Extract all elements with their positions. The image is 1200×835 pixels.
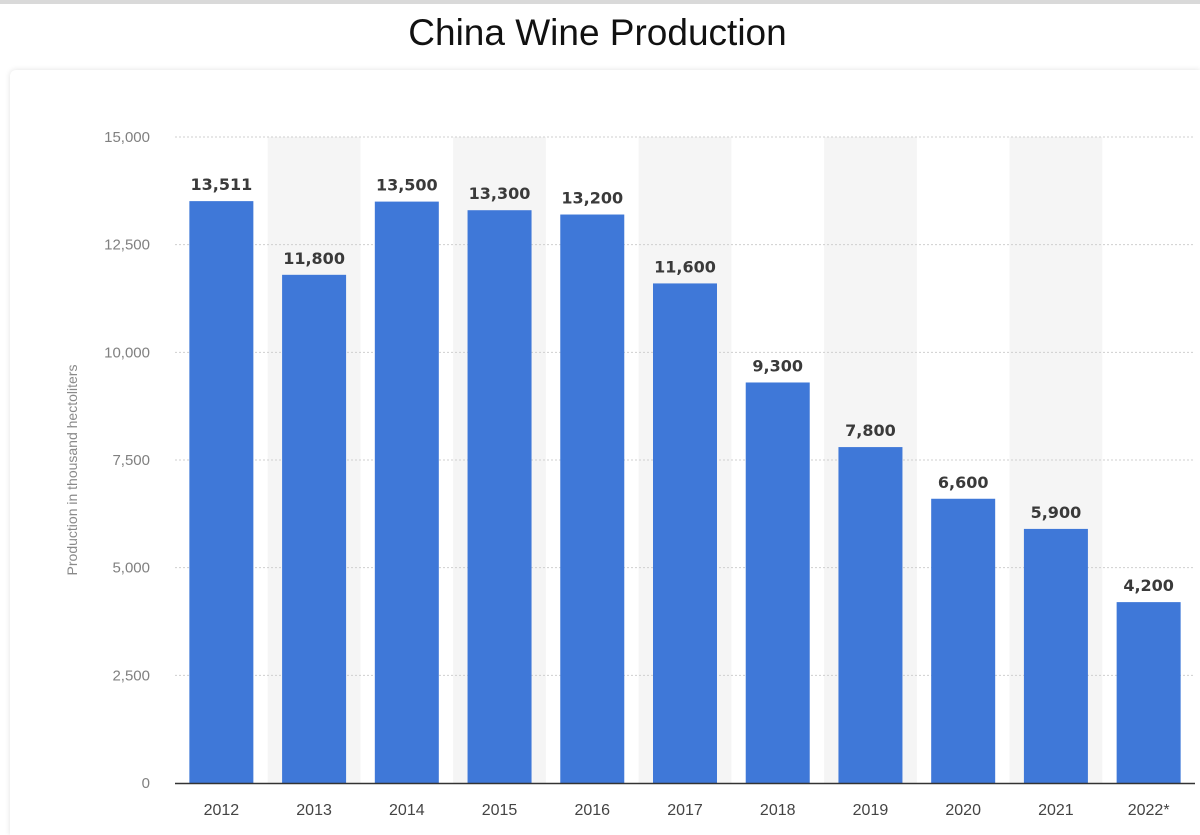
- bar-2014: [374, 201, 439, 784]
- bars: [189, 201, 1181, 784]
- x-tick-label: 2022*: [1128, 802, 1170, 819]
- y-tick-label: 2,500: [112, 667, 150, 684]
- value-label: 4,200: [1123, 576, 1174, 595]
- bar-2019: [838, 447, 903, 783]
- bar-2020: [931, 498, 996, 783]
- chart-title: China Wine Production: [408, 12, 787, 53]
- x-tick-label: 2016: [574, 802, 610, 819]
- bar-2022*: [1116, 602, 1181, 783]
- y-axis-label: Production in thousand hectoliters: [64, 365, 80, 576]
- x-tick-labels: 2012 2013 2014 2015 2016 2017 2018 2019 2020 2021…: [204, 802, 1170, 819]
- y-tick-label: 5,000: [112, 560, 150, 577]
- bar-2015: [467, 210, 532, 784]
- value-label: 11,600: [654, 257, 716, 276]
- x-tick-label: 2013: [296, 802, 332, 819]
- value-label: 7,800: [845, 421, 896, 440]
- value-label: 6,600: [938, 473, 989, 492]
- y-tick-labels: 0 2,500 5,000 7,500 10,000 12,500 15,000: [104, 129, 150, 792]
- value-label: 9,300: [752, 356, 803, 375]
- value-label: 5,900: [1031, 503, 1082, 522]
- value-labels: 13,511 11,800 13,500 13,300 13,200 11,600 9,30…: [190, 175, 1173, 595]
- x-tick-label: 2021: [1038, 802, 1074, 819]
- bar-2012: [189, 201, 254, 783]
- y-tick-label: 12,500: [104, 237, 150, 254]
- x-tick-label: 2018: [760, 802, 796, 819]
- bar-2013: [282, 274, 347, 783]
- top-rule: [0, 0, 1200, 4]
- x-tick-label: 2020: [945, 802, 981, 819]
- bar-2021: [1023, 528, 1088, 783]
- value-label: 13,500: [376, 176, 438, 195]
- x-tick-label: 2019: [853, 802, 889, 819]
- y-tick-label: 10,000: [104, 344, 150, 361]
- y-tick-label: 15,000: [104, 129, 150, 146]
- bar-2017: [653, 283, 717, 783]
- x-tick-label: 2014: [389, 802, 425, 819]
- x-tick-label: 2012: [204, 802, 240, 819]
- value-label: 13,300: [469, 184, 531, 203]
- bar-2016: [560, 214, 625, 783]
- x-tick-label: 2017: [667, 802, 703, 819]
- x-tick-label: 2015: [482, 802, 518, 819]
- value-label: 13,200: [561, 189, 623, 208]
- value-label: 11,800: [283, 249, 345, 268]
- y-tick-label: 0: [142, 775, 150, 792]
- bar-2018: [745, 382, 810, 783]
- y-tick-label: 7,500: [112, 452, 150, 469]
- value-label: 13,511: [190, 175, 252, 194]
